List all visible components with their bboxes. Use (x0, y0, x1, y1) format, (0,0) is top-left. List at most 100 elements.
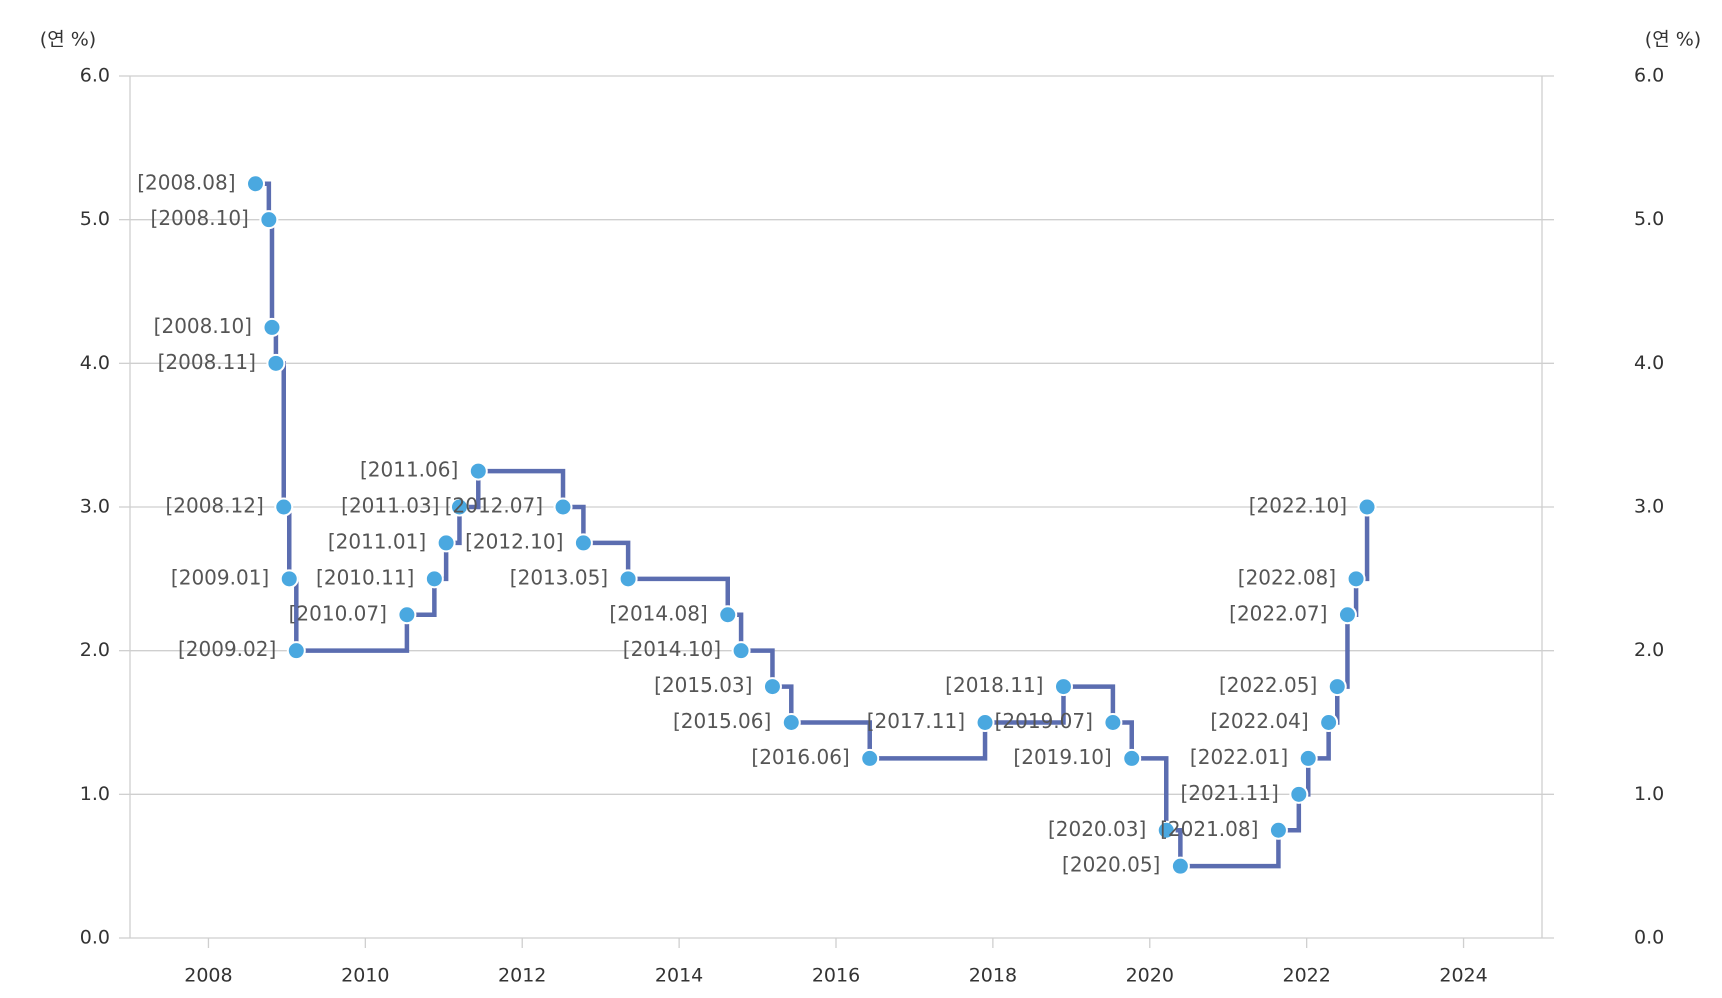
step-segment (1356, 507, 1370, 582)
point (1298, 748, 1318, 768)
point (262, 317, 282, 337)
point-label: [2022.04] (1210, 709, 1308, 733)
point (618, 569, 638, 589)
point-label: [2012.10] (465, 529, 563, 553)
point (1122, 748, 1142, 768)
point (762, 677, 782, 697)
point-label: [2008.12] (165, 494, 263, 518)
point (286, 641, 306, 661)
y-tick-label: 5.0 (80, 208, 110, 230)
point (1268, 820, 1288, 840)
step-segment (985, 686, 1066, 725)
step-segment (268, 217, 275, 328)
point (1327, 677, 1347, 697)
y-tick-label: 0.0 (80, 927, 110, 949)
point (259, 210, 279, 230)
point (424, 569, 444, 589)
y-axis-label: (연 %) (40, 29, 96, 51)
point-label: [2009.02] (178, 637, 276, 661)
point-label: [2021.11] (1181, 781, 1279, 805)
point-label: [2022.05] (1219, 673, 1317, 697)
point-label: [2010.11] (316, 565, 414, 589)
point-label: [2021.08] (1160, 817, 1258, 841)
point-label: [2020.03] (1048, 817, 1146, 841)
y-tick-label: 6.0 (80, 65, 110, 87)
point (1337, 605, 1357, 625)
step-segment (869, 722, 988, 761)
point-label: [2008.11] (158, 350, 256, 374)
point-label: [2017.11] (867, 709, 965, 733)
x-tick-label: 2024 (1439, 965, 1487, 987)
x-tick-label: 2020 (1126, 965, 1174, 987)
point-label: [2008.10] (151, 206, 249, 230)
point (1346, 569, 1366, 589)
step-segment (283, 504, 292, 579)
y-tick-label: 3.0 (80, 496, 110, 518)
point-label: [2022.10] (1249, 494, 1347, 518)
point (274, 497, 294, 517)
step-segment (1131, 756, 1169, 831)
point (279, 569, 299, 589)
point (731, 641, 751, 661)
point-label: [2016.06] (751, 745, 849, 769)
y2-tick-label: 3.0 (1634, 496, 1664, 518)
point-label: [2019.10] (1013, 745, 1111, 769)
point (1319, 713, 1339, 732)
point (468, 461, 488, 481)
point-label: [2022.01] (1190, 745, 1288, 769)
y2-tick-label: 0.0 (1634, 927, 1664, 949)
point (975, 713, 995, 732)
point (1103, 713, 1123, 732)
step-segment (583, 540, 631, 579)
point-label: [2012.07] (445, 494, 543, 518)
y2-tick-label: 4.0 (1634, 352, 1664, 374)
point-label: [2014.08] (609, 601, 707, 625)
x-tick-label: 2012 (498, 965, 546, 987)
point-label: [2008.08] (137, 170, 235, 194)
point-label: [2010.07] (289, 601, 387, 625)
point (449, 497, 469, 517)
step-segment (296, 614, 410, 653)
point-label: [2018.11] (945, 673, 1043, 697)
point (1156, 820, 1176, 840)
point (1053, 677, 1073, 697)
point-label: [2009.01] (171, 565, 269, 589)
point-label: [2011.01] (328, 529, 426, 553)
step-segment (275, 361, 287, 507)
point-label: [2011.06] (360, 458, 458, 482)
y2-tick-label: 2.0 (1634, 639, 1664, 661)
point (781, 713, 801, 732)
point-label: [2014.10] (623, 637, 721, 661)
y2-tick-label: 5.0 (1634, 208, 1664, 230)
point (1170, 856, 1190, 876)
y-tick-label: 1.0 (80, 783, 110, 805)
point (1357, 497, 1377, 517)
x-tick-label: 2008 (184, 965, 232, 987)
point-label: [2008.10] (154, 314, 252, 338)
x-tick-label: 2014 (655, 965, 703, 987)
point (553, 497, 573, 517)
point-label: [2020.05] (1062, 853, 1160, 877)
point (436, 533, 456, 553)
step-segment (628, 576, 730, 615)
step-segment (791, 720, 872, 759)
point (573, 533, 593, 553)
y2-axis-label: (연 %) (1645, 29, 1701, 51)
point-label: [2022.07] (1229, 601, 1327, 625)
point (860, 748, 880, 768)
y-tick-label: 2.0 (80, 639, 110, 661)
point-label: [2022.08] (1238, 565, 1336, 589)
x-tick-label: 2010 (341, 965, 389, 987)
point-label: [2011.03] (341, 494, 439, 518)
point (718, 605, 738, 625)
step-segment (741, 648, 775, 687)
x-tick-label: 2016 (812, 965, 860, 987)
step-segment (1180, 830, 1281, 869)
point (246, 174, 266, 194)
x-tick-label: 2022 (1282, 965, 1330, 987)
step-segment (1063, 684, 1116, 723)
y-tick-label: 4.0 (80, 352, 110, 374)
y2-tick-label: 6.0 (1634, 65, 1664, 87)
point (397, 605, 417, 625)
